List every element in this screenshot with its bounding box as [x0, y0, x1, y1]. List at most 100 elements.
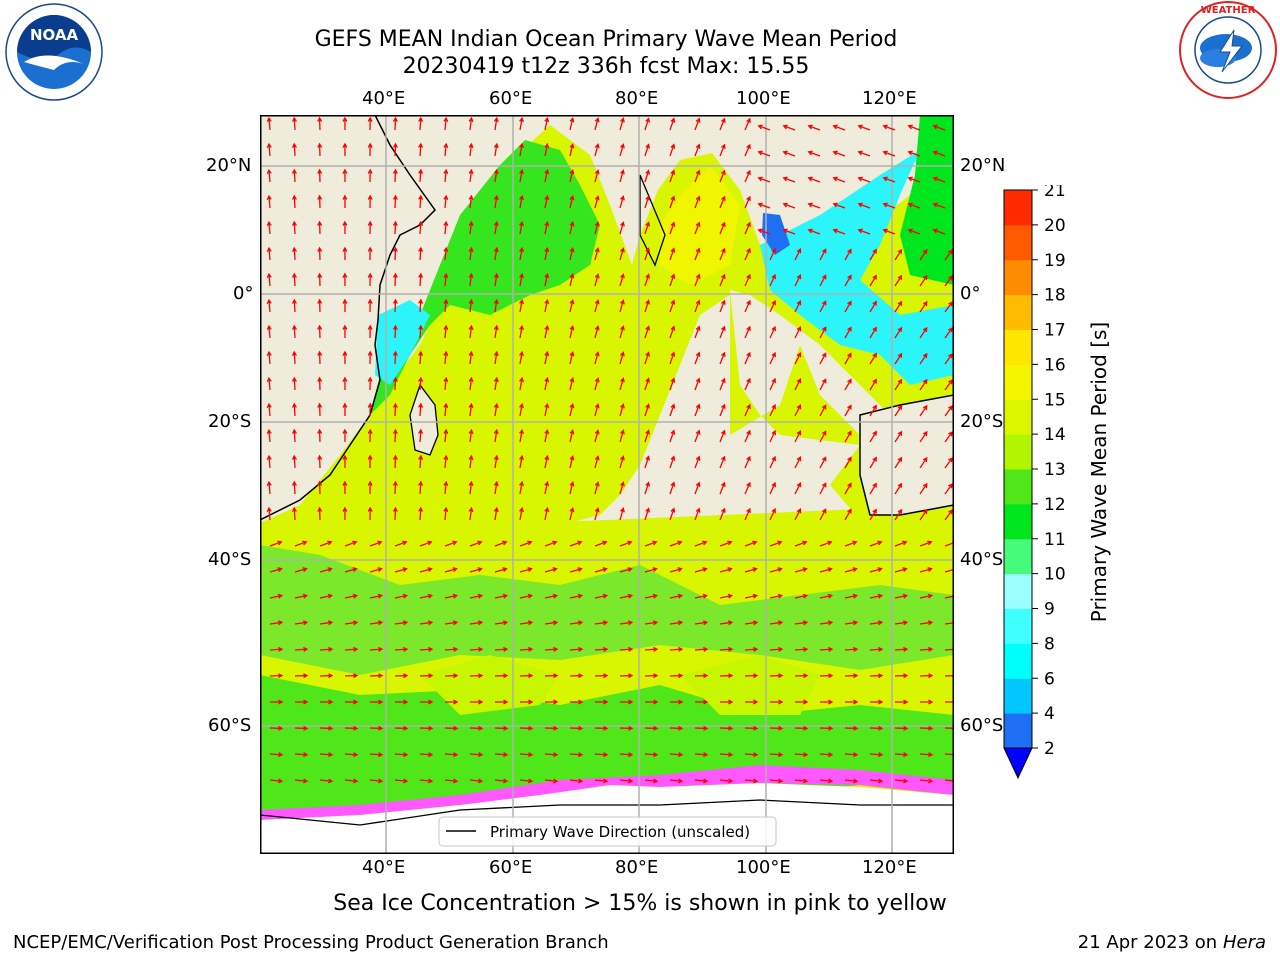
wave-arrow	[594, 646, 609, 652]
colorbar-block	[1004, 224, 1032, 261]
wave-arrow	[819, 274, 827, 287]
wave-arrow	[519, 506, 524, 521]
wave-arrow	[468, 376, 474, 391]
wave-arrow	[719, 143, 726, 157]
wave-arrow	[669, 673, 684, 679]
bottom-lon-label-40e: 40°E	[362, 857, 406, 878]
wave-arrow	[493, 376, 499, 391]
wave-arrow	[882, 202, 896, 209]
wave-arrow	[644, 117, 651, 131]
wave-arrow	[919, 456, 928, 469]
top-lon-label-40e: 40°E	[362, 88, 406, 109]
wave-arrow	[669, 195, 676, 209]
wave-arrow	[367, 168, 373, 183]
wave-arrow	[694, 593, 709, 599]
wave-arrow	[619, 247, 625, 261]
wave-arrow	[266, 194, 272, 209]
wave-arrow	[594, 481, 600, 495]
wave-arrow	[769, 481, 776, 495]
wave-arrow	[418, 428, 424, 443]
wave-arrow	[644, 325, 651, 339]
wave-arrow	[944, 379, 953, 391]
wave-arrow	[418, 116, 424, 131]
wave-arrow	[469, 646, 484, 652]
wave-arrow	[367, 142, 373, 157]
wave-arrow	[869, 456, 877, 469]
wave-arrow	[919, 593, 934, 599]
colorbar-block	[1004, 538, 1032, 575]
wave-arrow	[769, 403, 776, 417]
wave-arrow	[694, 620, 709, 626]
wave-arrow	[291, 194, 297, 209]
wave-arrow	[944, 301, 953, 313]
wave-arrow	[844, 456, 852, 469]
wave-arrow	[619, 593, 634, 599]
wave-arrow	[320, 699, 334, 705]
wave-arrow	[894, 673, 909, 679]
wave-arrow	[519, 116, 524, 131]
wave-arrow	[569, 673, 584, 679]
wave-arrow	[266, 506, 272, 521]
wave-arrow	[744, 593, 759, 599]
colorbar-tick-label: 14	[1044, 425, 1066, 445]
wave-arrow	[266, 324, 272, 339]
wave-arrow	[569, 593, 584, 599]
colorbar-block	[1004, 434, 1032, 470]
wave-arrow	[719, 593, 734, 599]
wave-arrow	[719, 673, 734, 679]
wave-arrow	[744, 455, 751, 469]
wave-arrow	[266, 272, 272, 287]
wave-arrow	[744, 351, 751, 365]
wave-arrow	[619, 351, 625, 365]
wave-arrow	[719, 299, 726, 313]
wave-arrow	[844, 352, 852, 365]
wave-arrow	[619, 273, 625, 287]
wave-arrow	[757, 150, 771, 157]
wave-arrow	[469, 540, 483, 547]
left-lat-label-40s: 40°S	[208, 549, 252, 570]
wave-arrow	[342, 376, 348, 391]
wave-arrow	[894, 378, 903, 391]
wave-arrow	[291, 350, 297, 365]
wave-arrow	[919, 300, 928, 313]
wave-arrow	[367, 194, 373, 209]
colorbar-block	[1004, 399, 1032, 435]
wave-arrow	[443, 480, 449, 495]
wave-arrow	[493, 220, 499, 235]
wave-arrow	[794, 404, 802, 417]
wave-arrow	[819, 725, 834, 731]
wave-arrow	[369, 725, 384, 731]
wave-arrow	[644, 455, 651, 469]
wave-arrow	[669, 593, 684, 599]
wave-arrow	[744, 377, 751, 391]
wave-arrow	[619, 429, 625, 443]
colorbar-tick-label: 21	[1044, 185, 1066, 201]
wave-arrow	[644, 593, 659, 599]
wave-arrow	[569, 220, 575, 235]
wave-arrow	[392, 298, 398, 313]
wave-arrow	[894, 725, 909, 731]
ocean-band-3	[420, 655, 820, 715]
wave-arrow	[669, 247, 676, 261]
wave-arrow	[291, 116, 297, 131]
wave-arrow	[266, 480, 272, 495]
colorbar-tick-label: 17	[1044, 321, 1066, 341]
madagascar	[409, 383, 439, 456]
wave-arrow	[619, 567, 633, 573]
wave-arrow	[294, 620, 309, 626]
wave-arrow	[367, 454, 373, 469]
wave-arrow	[619, 540, 633, 547]
wave-arrow	[819, 567, 833, 573]
wave-arrow	[594, 377, 600, 391]
wave-arrow	[469, 673, 484, 679]
colorbar-tick-label: 15	[1044, 390, 1066, 410]
nws-logo-icon: WEATHER	[1179, 1, 1277, 99]
wave-arrow	[468, 324, 474, 339]
wave-arrow	[369, 567, 383, 573]
africa-coast	[260, 115, 436, 521]
wave-arrow	[857, 202, 871, 209]
wave-arrow	[594, 673, 609, 679]
wave-arrow	[832, 228, 846, 235]
wave-arrow	[519, 725, 534, 731]
wave-arrow	[844, 248, 852, 261]
